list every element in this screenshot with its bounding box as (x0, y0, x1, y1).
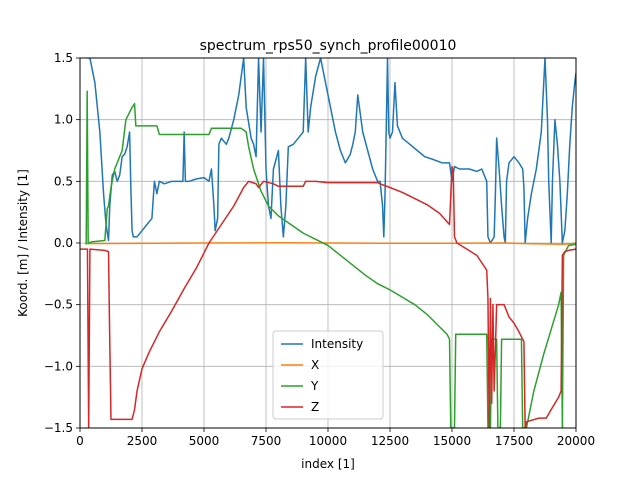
y-axis-ticks: −1.5 −1.0 −0.5 0.0 0.5 1.0 1.5 (44, 51, 80, 435)
x-tick-label: 2500 (127, 434, 158, 448)
x-tick-label: 0 (76, 434, 84, 448)
legend-label: Intensity (311, 337, 363, 351)
series-line-intensity (87, 58, 576, 244)
y-tick-label: −1.0 (44, 359, 73, 373)
x-axis-ticks: 0 2500 5000 7500 10000 12500 15000 17500 20000 (76, 428, 595, 448)
y-tick-label: −1.5 (44, 421, 73, 435)
y-tick-label: 1.5 (54, 51, 73, 65)
y-tick-label: 1.0 (54, 113, 73, 127)
series-layer (80, 58, 576, 428)
x-tick-label: 15000 (433, 434, 471, 448)
x-tick-label: 5000 (189, 434, 220, 448)
y-axis-label: Koord. [m] / Intensity [1] (16, 169, 30, 317)
legend-label: X (311, 358, 319, 372)
legend: Intensity XYZ (272, 330, 384, 420)
series-line-z (80, 165, 576, 428)
series-line-x (84, 242, 576, 245)
series-line-y (85, 90, 576, 428)
x-axis-label: index [1] (301, 457, 355, 471)
x-tick-label: 10000 (309, 434, 347, 448)
y-tick-label: −0.5 (44, 298, 73, 312)
legend-box (272, 330, 384, 420)
legend-label: Z (311, 400, 319, 414)
y-tick-label: 0.0 (54, 236, 73, 250)
chart-title: spectrum_rps50_synch_profile00010 (200, 38, 457, 54)
x-tick-label: 20000 (557, 434, 595, 448)
x-tick-label: 7500 (251, 434, 282, 448)
x-tick-label: 17500 (495, 434, 533, 448)
legend-label: Y (310, 379, 319, 393)
y-tick-label: 0.5 (54, 174, 73, 188)
x-tick-label: 12500 (371, 434, 409, 448)
